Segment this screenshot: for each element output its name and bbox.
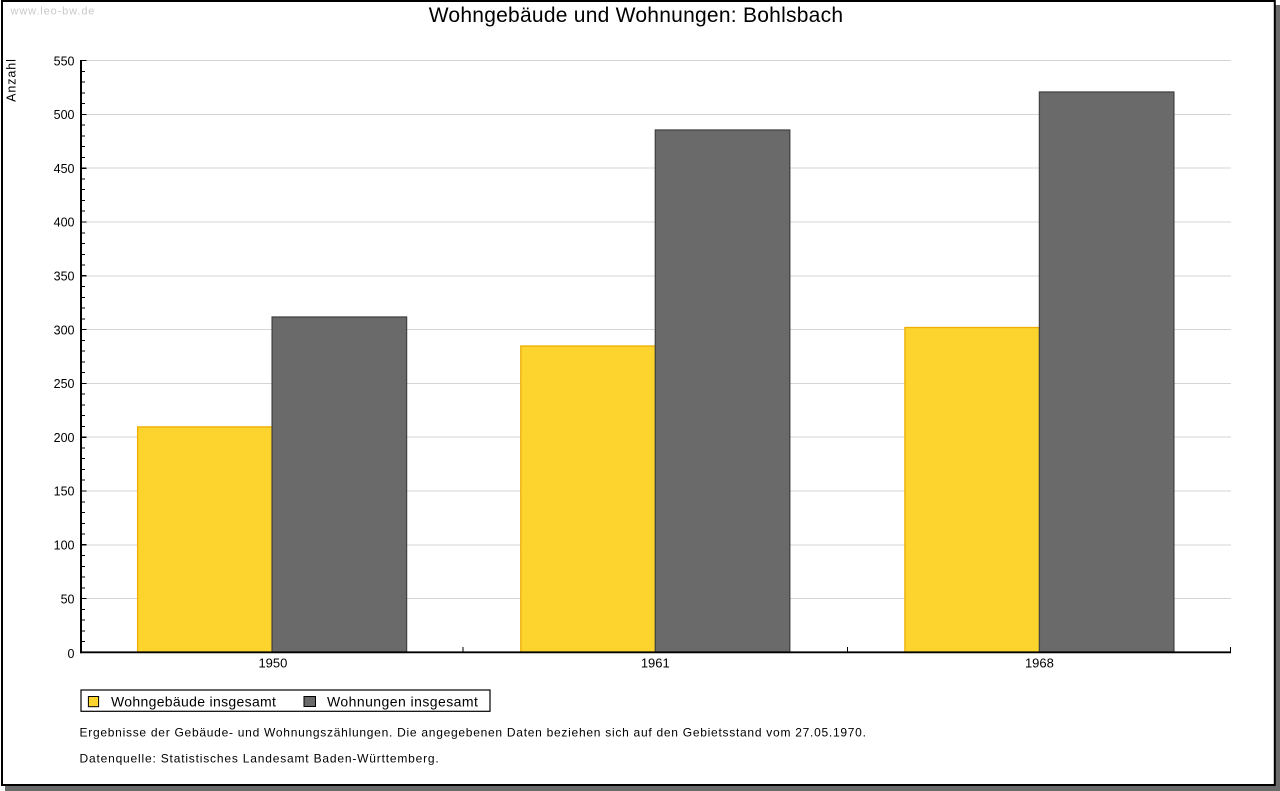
svg-text:Wohngebäude und Wohnungen: Boh: Wohngebäude und Wohnungen: Bohlsbach xyxy=(429,4,844,27)
svg-text:300: 300 xyxy=(54,323,75,337)
svg-text:1950: 1950 xyxy=(258,655,287,670)
svg-text:500: 500 xyxy=(54,108,75,122)
svg-text:0: 0 xyxy=(68,647,75,661)
svg-text:400: 400 xyxy=(54,216,75,230)
svg-text:Datenquelle: Statistisches Lan: Datenquelle: Statistisches Landesamt Bad… xyxy=(80,752,440,766)
svg-text:100: 100 xyxy=(54,539,75,553)
svg-text:Ergebnisse der Gebäude- und Wo: Ergebnisse der Gebäude- und Wohnungszähl… xyxy=(80,726,867,740)
svg-text:1961: 1961 xyxy=(641,655,670,670)
svg-text:450: 450 xyxy=(54,162,75,176)
svg-text:250: 250 xyxy=(54,377,75,391)
svg-text:www.leo-bw.de: www.leo-bw.de xyxy=(10,6,96,18)
svg-text:Wohngebäude insgesamt: Wohngebäude insgesamt xyxy=(111,694,276,710)
svg-text:Wohnungen insgesamt: Wohnungen insgesamt xyxy=(327,694,478,710)
svg-text:350: 350 xyxy=(54,270,75,284)
svg-text:Anzahl: Anzahl xyxy=(5,58,19,102)
svg-text:1968: 1968 xyxy=(1025,655,1054,670)
svg-text:150: 150 xyxy=(54,485,75,499)
svg-text:200: 200 xyxy=(54,431,75,445)
svg-text:50: 50 xyxy=(61,592,75,606)
svg-text:550: 550 xyxy=(54,54,75,68)
